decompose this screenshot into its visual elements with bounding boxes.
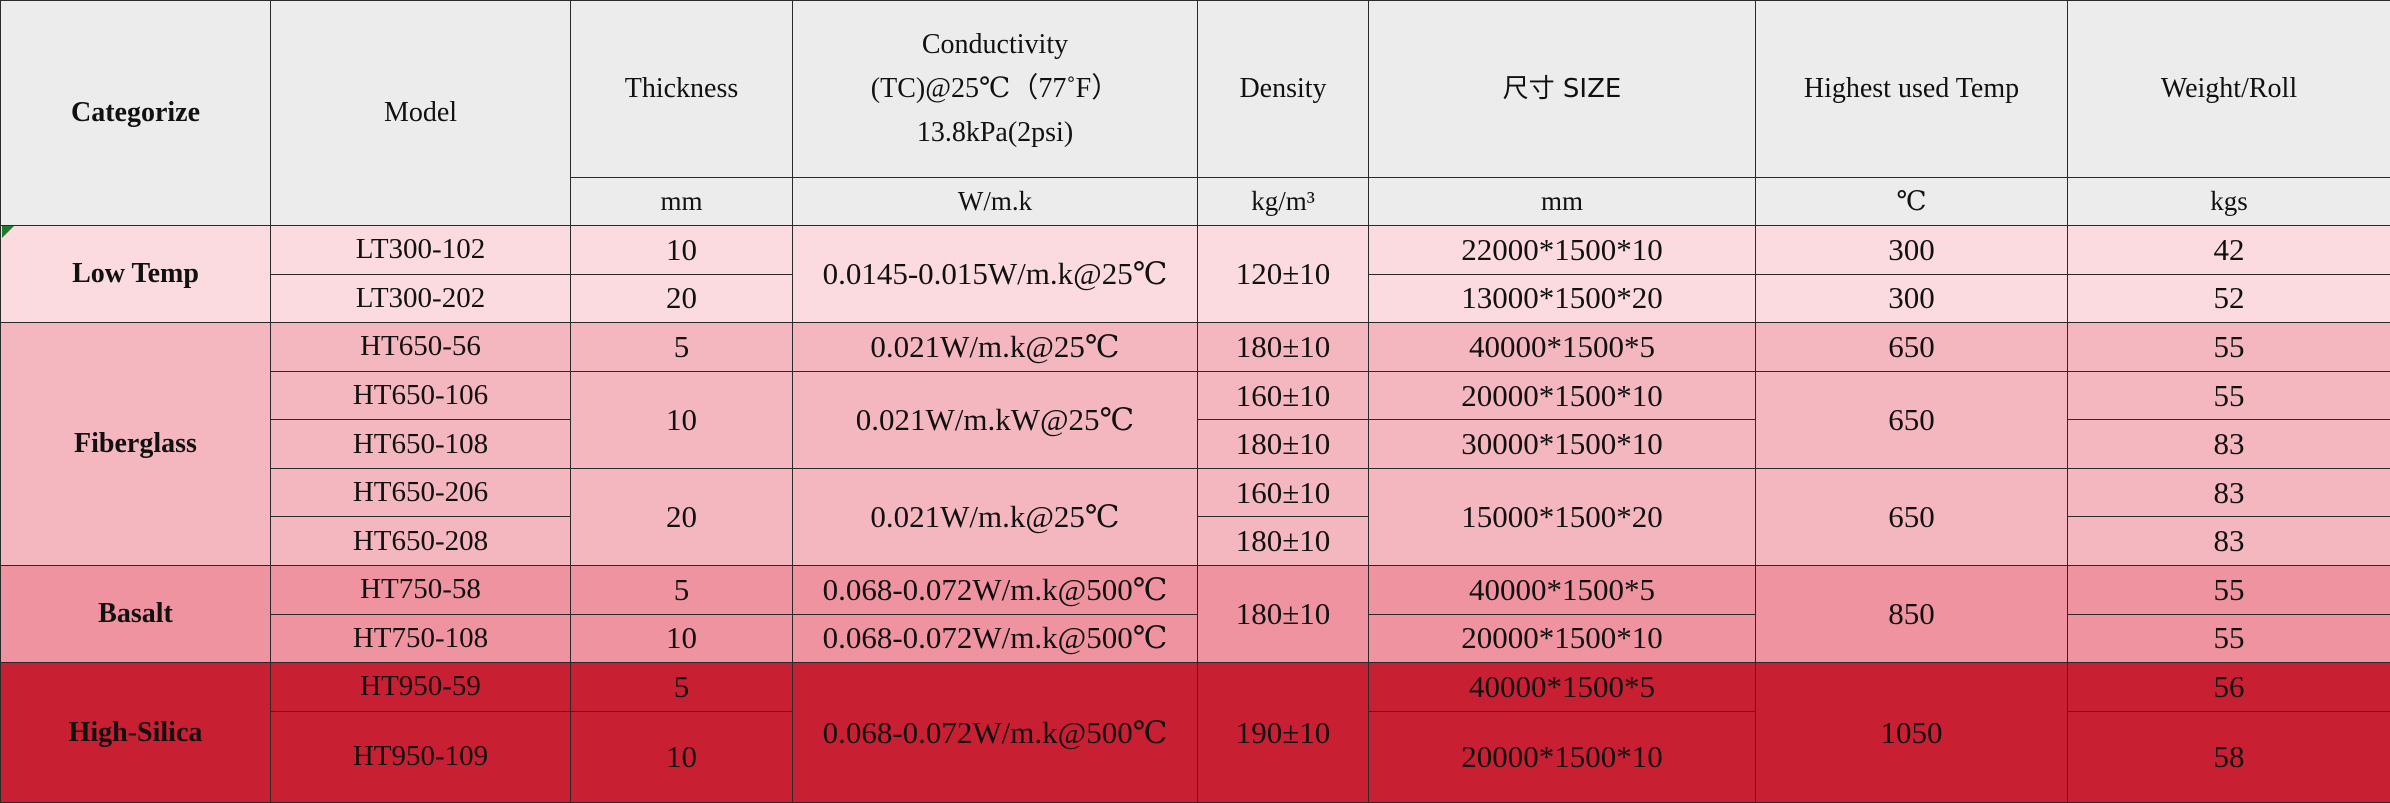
temp-cell: 850: [1755, 565, 2068, 664]
weight-cell: 83: [2067, 516, 2390, 567]
weight-cell: 52: [2067, 273, 2390, 324]
thickness-cell: 20: [570, 273, 793, 324]
unit-conductivity: W/m.k: [792, 177, 1198, 226]
category-cell: High-Silica: [0, 662, 271, 803]
category-cell: Fiberglass: [0, 322, 271, 567]
temp-cell: 1050: [1755, 662, 2068, 803]
weight-cell: 42: [2067, 225, 2390, 275]
model-cell: HT750-58: [270, 565, 571, 615]
model-cell: LT300-102: [270, 225, 571, 275]
size-cell: 20000*1500*10: [1368, 613, 1756, 664]
conductivity-cell: 0.068-0.072W/m.k@500℃: [792, 613, 1198, 664]
conductivity-cell: 0.021W/m.kW@25℃: [792, 370, 1198, 469]
thickness-cell: 20: [570, 467, 793, 567]
table-row: Fiberglass HT650-56 5 0.021W/m.k@25℃ 180…: [0, 322, 2390, 567]
unit-size: mm: [1368, 177, 1756, 226]
size-cell: 20000*1500*10: [1368, 370, 1756, 421]
weight-cell: 83: [2067, 467, 2390, 518]
temp-cell: 300: [1755, 273, 2068, 324]
weight-cell: 56: [2067, 662, 2390, 712]
weight-cell: 58: [2067, 710, 2390, 803]
header-conductivity-line2: (TC)@25℃（77˚F）: [870, 73, 1120, 104]
density-cell: 120±10: [1197, 224, 1369, 324]
model-cell: LT300-202: [270, 273, 571, 324]
table-row: High-Silica HT950-59 5 0.068-0.072W/m.k@…: [0, 662, 2390, 803]
table-row: HT650-106 10 0.021W/m.kW@25℃ 160±10 2000…: [1, 370, 2390, 469]
model-cell: HT650-56: [270, 322, 571, 372]
header-model: Model: [270, 0, 571, 226]
category-cell: Low Temp: [0, 224, 271, 324]
size-cell: 22000*1500*10: [1368, 225, 1756, 275]
unit-density: kg/m³: [1197, 177, 1369, 226]
thickness-cell: 10: [570, 370, 793, 469]
model-cell: HT650-108: [270, 419, 571, 469]
density-cell: 160±10: [1197, 370, 1369, 421]
thickness-cell: 5: [570, 322, 793, 372]
size-cell: 20000*1500*10: [1368, 710, 1756, 803]
density-cell: 160±10: [1197, 467, 1369, 518]
density-cell: 180±10: [1197, 419, 1369, 469]
unit-temp: ℃: [1755, 177, 2068, 226]
conductivity-cell: 0.021W/m.k@25℃: [792, 467, 1198, 567]
table-row: HT650-208 180±10 83: [1, 516, 2390, 567]
header-weight: Weight/Roll: [2067, 0, 2390, 178]
header-conductivity-line1: Conductivity: [921, 29, 1069, 60]
temp-cell: 650: [1755, 370, 2068, 469]
weight-cell: 55: [2067, 370, 2390, 421]
table-row: Basalt HT750-58 5 0.068-0.072W/m.k@500℃ …: [0, 565, 2390, 664]
header-density: Density: [1197, 0, 1369, 178]
table-row: HT650-108 180±10 30000*1500*10 83: [1, 419, 2390, 469]
thickness-cell: 10: [570, 225, 793, 275]
size-cell: 40000*1500*5: [1368, 322, 1756, 372]
unit-weight: kgs: [2067, 177, 2390, 226]
category-cell: Basalt: [0, 565, 271, 664]
header-size: 尺寸 SIZE: [1368, 0, 1756, 178]
model-cell: HT950-109: [270, 710, 571, 803]
model-cell: HT650-206: [270, 467, 571, 518]
table-row: LT300-202 20 13000*1500*20 300 52: [1, 273, 2390, 324]
size-cell: 13000*1500*20: [1368, 273, 1756, 324]
header-categorize: Categorize: [0, 0, 271, 226]
size-cell: 40000*1500*5: [1368, 662, 1756, 712]
size-cell: 30000*1500*10: [1368, 419, 1756, 469]
conductivity-cell: 0.068-0.072W/m.k@500℃: [792, 662, 1198, 803]
unit-thickness: mm: [570, 177, 793, 226]
temp-cell: 650: [1755, 322, 2068, 372]
cell-comment-marker: [2, 226, 14, 238]
thickness-cell: 5: [570, 565, 793, 615]
model-cell: HT750-108: [270, 613, 571, 664]
conductivity-cell: 0.0145-0.015W/m.k@25℃: [792, 224, 1198, 324]
header-thickness: Thickness: [570, 0, 793, 178]
conductivity-cell: 0.021W/m.k@25℃: [792, 322, 1198, 372]
weight-cell: 55: [2067, 322, 2390, 372]
model-cell: HT650-106: [270, 370, 571, 421]
weight-cell: 55: [2067, 613, 2390, 664]
header-conductivity-line3: 13.8kPa(2psi): [916, 117, 1074, 148]
density-cell: 180±10: [1197, 565, 1369, 664]
thickness-cell: 5: [570, 662, 793, 712]
temp-cell: 300: [1755, 225, 2068, 275]
size-cell: 15000*1500*20: [1368, 467, 1756, 567]
weight-cell: 83: [2067, 419, 2390, 469]
conductivity-cell: 0.068-0.072W/m.k@500℃: [792, 565, 1198, 615]
density-cell: 180±10: [1197, 516, 1369, 567]
density-cell: 190±10: [1197, 662, 1369, 803]
size-cell: 40000*1500*5: [1368, 565, 1756, 615]
thickness-cell: 10: [570, 613, 793, 664]
model-cell: HT950-59: [270, 662, 571, 712]
header-conductivity: Conductivity (TC)@25℃（77˚F） 13.8kPa(2psi…: [792, 0, 1198, 178]
weight-cell: 55: [2067, 565, 2390, 615]
header-highest-temp: Highest used Temp: [1755, 0, 2068, 178]
table-row: HT950-109 10 20000*1500*10 58: [1, 710, 2390, 803]
table-row: HT650-206 20 0.021W/m.k@25℃ 160±10 15000…: [1, 467, 2390, 567]
temp-cell: 650: [1755, 467, 2068, 567]
model-cell: HT650-208: [270, 516, 571, 567]
table-row: Low Temp LT300-102 10 0.0145-0.015W/m.k@…: [0, 224, 2390, 324]
thickness-cell: 10: [570, 710, 793, 803]
density-cell: 180±10: [1197, 322, 1369, 372]
